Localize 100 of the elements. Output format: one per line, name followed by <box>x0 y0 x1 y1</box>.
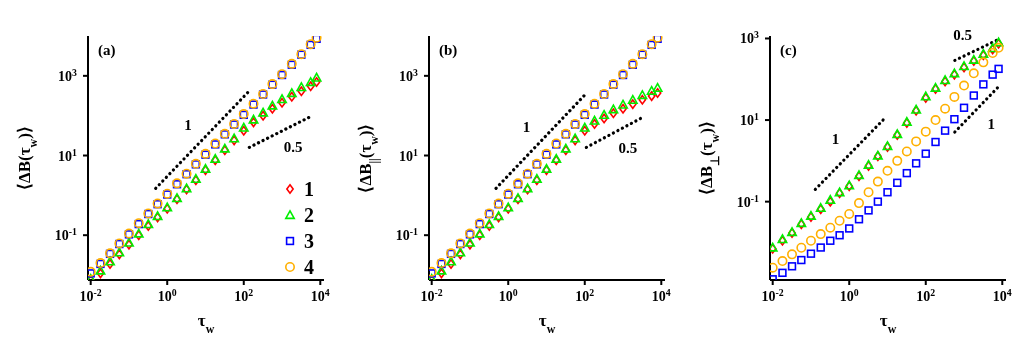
point <box>834 215 845 226</box>
point <box>258 107 269 117</box>
point <box>969 91 978 100</box>
point <box>267 100 278 110</box>
point <box>96 268 105 279</box>
point <box>589 115 600 125</box>
x-tick-label: 10$^{-2}$ <box>761 286 784 304</box>
point <box>277 94 288 104</box>
series-label: 0.5 <box>283 139 303 156</box>
point <box>949 91 960 102</box>
y-tick-label: 10$^{3}$ <box>58 66 78 84</box>
annotation: (c) <box>780 42 797 59</box>
point <box>892 155 903 166</box>
point <box>580 125 589 136</box>
point <box>618 99 629 109</box>
point <box>249 117 258 128</box>
point <box>777 256 788 267</box>
x-tick-label: 10$^{4}$ <box>651 286 671 304</box>
series-label: 0.5 <box>953 26 973 43</box>
point <box>590 118 599 129</box>
point <box>978 57 989 68</box>
point <box>893 178 902 187</box>
point <box>835 231 844 240</box>
point <box>796 242 807 253</box>
point <box>95 265 106 275</box>
y-tick-label: 10$^{1}$ <box>740 110 760 129</box>
x-tick-label: 10$^{0}$ <box>839 286 859 304</box>
point <box>959 103 969 112</box>
point <box>787 249 798 260</box>
point <box>863 187 874 198</box>
point <box>854 215 864 224</box>
y-tick-label: 10$^{1}$ <box>58 146 78 164</box>
point <box>436 265 447 275</box>
point <box>968 68 979 79</box>
series-label: 0.5 <box>618 139 638 156</box>
y-tick-label: 10$^{3}$ <box>740 28 760 47</box>
point <box>609 108 618 119</box>
point <box>902 168 912 178</box>
y-tick-label: 10$^{3}$ <box>399 66 419 84</box>
point <box>306 81 315 92</box>
point <box>931 137 940 147</box>
point <box>579 122 590 132</box>
point <box>238 122 249 132</box>
point <box>297 86 306 97</box>
point <box>930 115 941 126</box>
point <box>987 48 998 59</box>
point <box>816 243 825 252</box>
legend-label: 3 <box>304 229 314 254</box>
point <box>950 115 959 124</box>
x-axis-title: τ$_{w}$ <box>879 311 897 336</box>
legend-label: 1 <box>304 177 314 202</box>
point <box>637 90 648 100</box>
x-tick-label: 10$^{0}$ <box>498 286 518 304</box>
point <box>988 70 997 79</box>
point <box>638 94 647 105</box>
point <box>619 103 627 114</box>
point <box>873 197 883 206</box>
point <box>778 268 787 278</box>
x-tick-label: 10$^{2}$ <box>575 286 595 304</box>
point <box>296 82 307 92</box>
point <box>806 249 816 258</box>
x-tick-label: 10$^{2}$ <box>234 286 254 304</box>
x-axis-title: τ$_{w}$ <box>538 311 556 336</box>
point <box>979 80 988 89</box>
y-tick-label: 10$^{-1}$ <box>54 225 78 244</box>
x-tick-label: 10$^{4}$ <box>310 286 330 304</box>
point <box>628 99 637 110</box>
point <box>882 165 893 176</box>
legend-label: 4 <box>304 255 314 280</box>
point <box>815 229 826 240</box>
point <box>600 113 609 124</box>
point <box>921 149 930 158</box>
point <box>286 88 297 98</box>
point <box>599 109 610 119</box>
y-tick-label: 10$^{1}$ <box>399 146 419 164</box>
point <box>248 114 259 124</box>
x-tick-label: 10$^{-2}$ <box>420 286 443 304</box>
point <box>646 85 657 96</box>
point <box>305 77 316 87</box>
point <box>797 255 806 265</box>
x-tick-label: 10$^{4}$ <box>992 286 1012 304</box>
point <box>911 136 922 147</box>
point <box>959 80 970 91</box>
point <box>647 91 656 102</box>
series-label: 1 <box>522 118 531 135</box>
series-label: 1 <box>831 131 840 148</box>
x-tick-label: 10$^{2}$ <box>916 286 936 304</box>
legend-label: 2 <box>304 203 314 228</box>
y-tick-label: 10$^{-1}$ <box>395 225 419 244</box>
point <box>805 235 816 246</box>
point <box>787 262 797 271</box>
point <box>872 176 883 187</box>
point <box>920 126 931 137</box>
point <box>940 126 950 135</box>
point <box>278 97 286 108</box>
x-tick-label: 10$^{-2}$ <box>79 286 102 304</box>
point <box>845 224 854 233</box>
annotation: (a) <box>98 42 116 59</box>
point <box>901 146 912 157</box>
x-tick-label: 10$^{0}$ <box>157 286 177 304</box>
